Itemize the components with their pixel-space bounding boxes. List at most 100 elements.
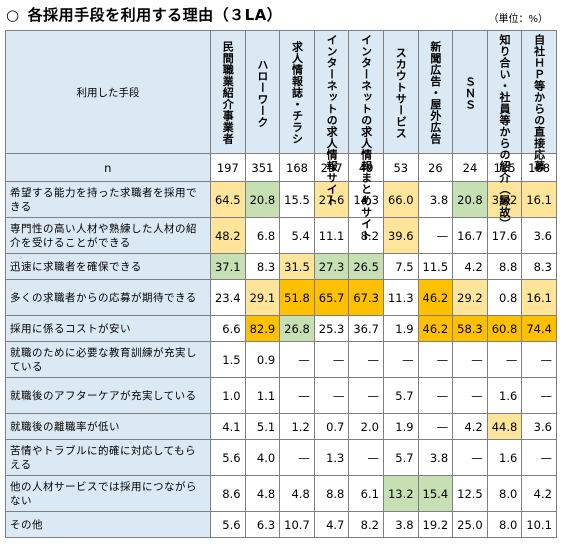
table-cell: 27.6 xyxy=(313,181,350,218)
table-cell: 4.2 xyxy=(452,413,488,440)
table-cell: 31.5 xyxy=(279,253,315,280)
table-cell: 8.8 xyxy=(313,475,350,512)
table-cell: 1.2 xyxy=(279,413,315,440)
table-cell: 3.8 xyxy=(382,511,419,538)
table-cell: 2.0 xyxy=(348,413,384,440)
table-cell: — xyxy=(452,439,488,476)
table-cell: 46.2 xyxy=(417,315,454,342)
table-cell: 13.2 xyxy=(382,475,419,512)
table-row: 希望する能力を持った求職者を採用できる 64.5 20.8 15.5 27.6 … xyxy=(5,181,557,218)
row-label: 苦情やトラブルに的確に対応してもらえる xyxy=(5,439,211,476)
column-header: 自社ＨＰ等からの直接応募 xyxy=(521,30,557,172)
table-cell: — xyxy=(417,413,454,440)
row-label: 就職のために必要な教育訓練が充実している xyxy=(5,341,211,378)
table-row: 苦情やトラブルに的確に対応してもらえる 5.6 4.0 — 1.3 — 5.7 … xyxy=(5,439,557,476)
table-cell: — xyxy=(279,439,315,476)
table-cell: 1.3 xyxy=(313,439,350,476)
table-cell: 29.2 xyxy=(452,279,488,316)
table-cell: 67.3 xyxy=(348,279,384,316)
table-cell: 8.8 xyxy=(486,253,523,280)
table-cell: 4.2 xyxy=(521,475,557,512)
table-cell: 10.1 xyxy=(521,511,557,538)
sample-size-row: n 197 351 168 297 49 53 26 24 125 168 xyxy=(5,153,557,182)
table-cell: 53 xyxy=(382,153,419,182)
table-cell: — xyxy=(417,217,454,254)
table-cell: 0.9 xyxy=(244,341,281,378)
table-cell: 6.6 xyxy=(210,315,246,342)
column-header: インターネットの求人情報まとめサイト xyxy=(348,30,384,241)
table-cell: 66.0 xyxy=(382,181,419,218)
table-cell: 65.7 xyxy=(313,279,350,316)
row-label: その他 xyxy=(5,511,211,538)
table-cell: 6.3 xyxy=(244,511,281,538)
table-cell: 0.8 xyxy=(486,279,523,316)
table-cell: 49 xyxy=(348,153,384,182)
table-cell: — xyxy=(521,341,557,378)
table-cell: 58.3 xyxy=(452,315,488,342)
table-cell: — xyxy=(279,341,315,378)
column-header: 求人情報誌・チラシ xyxy=(279,30,315,154)
table-cell: 3.8 xyxy=(417,181,454,218)
table-cell: 3.8 xyxy=(417,439,454,476)
corner-header: 利用した手段 xyxy=(5,30,211,154)
table-cell: 15.5 xyxy=(279,181,315,218)
table-cell: — xyxy=(348,439,384,476)
row-label: 採用に係るコストが安い xyxy=(5,315,211,342)
column-header: 知り合い・社員等からの紹介（縁故） xyxy=(486,30,523,230)
table-cell: 16.7 xyxy=(452,217,488,254)
table-cell: 11.3 xyxy=(382,279,419,316)
table-cell: 48.2 xyxy=(210,217,246,254)
row-label: 就職後のアフターケアが充実している xyxy=(5,377,211,414)
table-cell: 5.6 xyxy=(210,511,246,538)
table-cell: 6.8 xyxy=(244,217,281,254)
table-row: 採用に係るコストが安い 6.6 82.9 26.8 25.3 36.7 1.9 … xyxy=(5,315,557,342)
table-row: 専門性の高い人材や熟練した人材の紹介を受けることができる 48.2 6.8 5.… xyxy=(5,217,557,254)
table-cell: 17.6 xyxy=(486,217,523,254)
table-cell: 16.1 xyxy=(521,279,557,316)
table-cell: 35.2 xyxy=(486,181,523,218)
column-header: スカウトサービス xyxy=(382,30,419,154)
table-cell: 1.6 xyxy=(486,377,523,414)
table-cell: 8.3 xyxy=(521,253,557,280)
table-cell: 5.1 xyxy=(244,413,281,440)
table-cell: 4.0 xyxy=(244,439,281,476)
column-header: ハローワーク xyxy=(244,30,281,154)
table-cell: 1.5 xyxy=(210,341,246,378)
table-cell: — xyxy=(417,377,454,414)
table-cell: 1.9 xyxy=(382,413,419,440)
column-header: 民間職業紹介事業者 xyxy=(210,30,246,154)
table-cell: 297 xyxy=(313,153,350,182)
table-cell: 1.0 xyxy=(210,377,246,414)
table-row: 就職後の離職率が低い 4.1 5.1 1.2 0.7 2.0 1.9 — 4.2… xyxy=(5,413,557,440)
table-cell: 46.2 xyxy=(417,279,454,316)
table-cell: 168 xyxy=(521,153,557,182)
table-cell: 1.9 xyxy=(382,315,419,342)
table-cell: 25.0 xyxy=(452,511,488,538)
table-row: 他の人材サービスでは採用につながらない 8.6 4.8 4.8 8.8 6.1 … xyxy=(5,475,557,512)
column-header: ＳＮＳ xyxy=(452,30,488,154)
row-label: 専門性の高い人材や熟練した人材の紹介を受けることができる xyxy=(5,217,211,254)
table-cell: 44.8 xyxy=(486,413,523,440)
table-cell: 10.7 xyxy=(279,511,315,538)
table-row: 就職後のアフターケアが充実している 1.0 1.1 — — — 5.7 — — … xyxy=(5,377,557,414)
table-cell: 4.7 xyxy=(313,511,350,538)
table-cell: 39.6 xyxy=(382,217,419,254)
table-cell: 4.1 xyxy=(210,413,246,440)
table-cell: — xyxy=(313,377,350,414)
table-cell: 20.8 xyxy=(452,181,488,218)
table-cell: 8.3 xyxy=(244,253,281,280)
table-cell: 64.5 xyxy=(210,181,246,218)
table-cell: 23.4 xyxy=(210,279,246,316)
table-cell: 25.3 xyxy=(313,315,350,342)
table-cell: 11.5 xyxy=(417,253,454,280)
table-cell: 5.7 xyxy=(382,439,419,476)
reasons-table: 利用した手段 民間職業紹介事業者 ハローワーク 求人情報誌・チラシ インターネッ… xyxy=(5,30,557,538)
table-cell: 8.6 xyxy=(210,475,246,512)
table-cell: 3.6 xyxy=(521,413,557,440)
table-cell: 26 xyxy=(417,153,454,182)
table-cell: — xyxy=(486,341,523,378)
table-cell: — xyxy=(348,341,384,378)
table-cell: — xyxy=(417,341,454,378)
table-cell: 24 xyxy=(452,153,488,182)
table-cell: 20.8 xyxy=(244,181,281,218)
